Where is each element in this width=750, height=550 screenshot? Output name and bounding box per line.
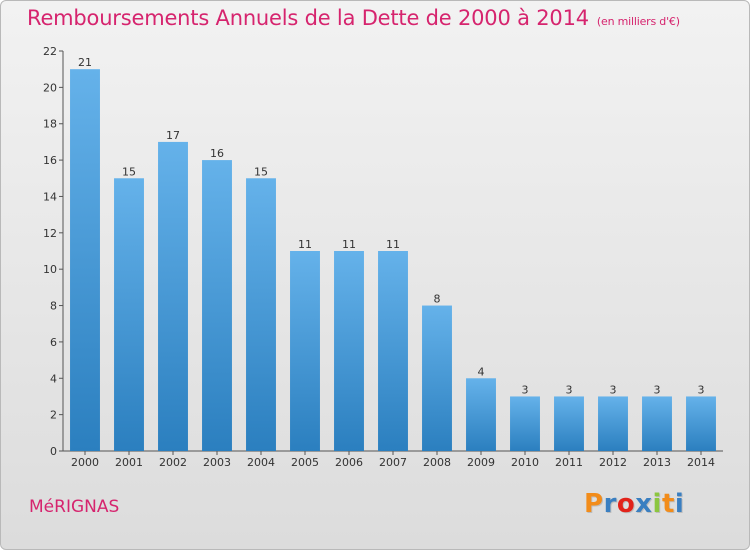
x-tick-label: 2001 [115,456,143,469]
x-tick-label: 2006 [335,456,363,469]
bar-value-label: 11 [386,238,400,251]
bar-2001 [114,178,144,452]
commune-name: MéRIGNAS [29,497,120,517]
x-tick-label: 2004 [247,456,275,469]
y-tick-label: 6 [50,336,57,349]
logo-letter: i [652,489,662,519]
bar-2008 [422,305,452,451]
y-tick-label: 22 [43,45,57,58]
bar-value-label: 17 [166,129,180,142]
bars-group: 21 15 17 16 15 11 11 11 8 4 3 3 3 3 3 [70,56,716,452]
bar-value-label: 3 [698,383,705,396]
bar-2011 [554,396,584,451]
logo-letter: o [616,489,636,519]
bar-value-label: 3 [566,383,573,396]
y-tick-label: 18 [43,118,57,131]
logo-letter: x [635,489,653,519]
x-tick-label: 2003 [203,456,231,469]
y-axis: 0 2 4 6 8 10 12 14 16 18 20 22 [43,45,64,458]
x-axis: 2000 2001 2002 2003 2004 2005 2006 2007 2008 2009… [63,450,723,469]
x-tick-label: 2005 [291,456,319,469]
x-tick-label: 2013 [643,456,671,469]
bar-value-label: 8 [434,293,441,306]
bar-value-label: 15 [254,165,268,178]
x-tick-label: 2011 [555,456,583,469]
y-tick-label: 12 [43,227,57,240]
y-tick-label: 0 [50,445,57,458]
bar-2012 [598,396,628,451]
y-tick-label: 4 [50,372,57,385]
y-tick-label: 16 [43,154,57,167]
x-tick-label: 2008 [423,456,451,469]
proxiti-logo: Proxiti [584,489,684,519]
x-tick-label: 2000 [71,456,99,469]
bar-2010 [510,396,540,451]
chart-title: Remboursements Annuels de la Dette de 20… [27,6,680,30]
logo-letter: r [603,489,617,519]
x-tick-label: 2002 [159,456,187,469]
x-tick-label: 2014 [687,456,715,469]
bar-2002 [158,141,188,451]
logo-letter: t [661,489,675,519]
bar-2000 [70,69,100,451]
bar-2005 [290,251,320,451]
bar-2007 [378,251,408,451]
x-tick-label: 2010 [511,456,539,469]
chart-subtitle: (en milliers d'€) [596,15,680,28]
y-tick-label: 10 [43,263,57,276]
y-tick-label: 14 [43,190,57,203]
bar-2009 [466,378,496,451]
y-tick-label: 8 [50,300,57,313]
bar-value-label: 21 [78,56,92,69]
y-tick-label: 20 [43,81,57,94]
bar-2006 [334,251,364,451]
x-tick-label: 2007 [379,456,407,469]
bar-value-label: 4 [478,365,485,378]
logo-letter: P [584,489,604,519]
bar-2003 [202,160,232,451]
bar-value-label: 16 [210,147,224,160]
x-tick-label: 2012 [599,456,627,469]
y-tick-label: 2 [50,409,57,422]
chart-title-text: Remboursements Annuels de la Dette de 20… [27,6,589,30]
bar-2004 [246,178,276,452]
bar-value-label: 11 [342,238,356,251]
bar-2013 [642,396,672,451]
bar-value-label: 3 [610,383,617,396]
logo-letter: i [674,489,685,519]
bar-value-label: 15 [122,165,136,178]
bar-value-label: 3 [522,383,529,396]
bar-value-label: 11 [298,238,312,251]
x-tick-label: 2009 [467,456,495,469]
bar-value-label: 3 [654,383,661,396]
bar-2014 [686,396,716,451]
